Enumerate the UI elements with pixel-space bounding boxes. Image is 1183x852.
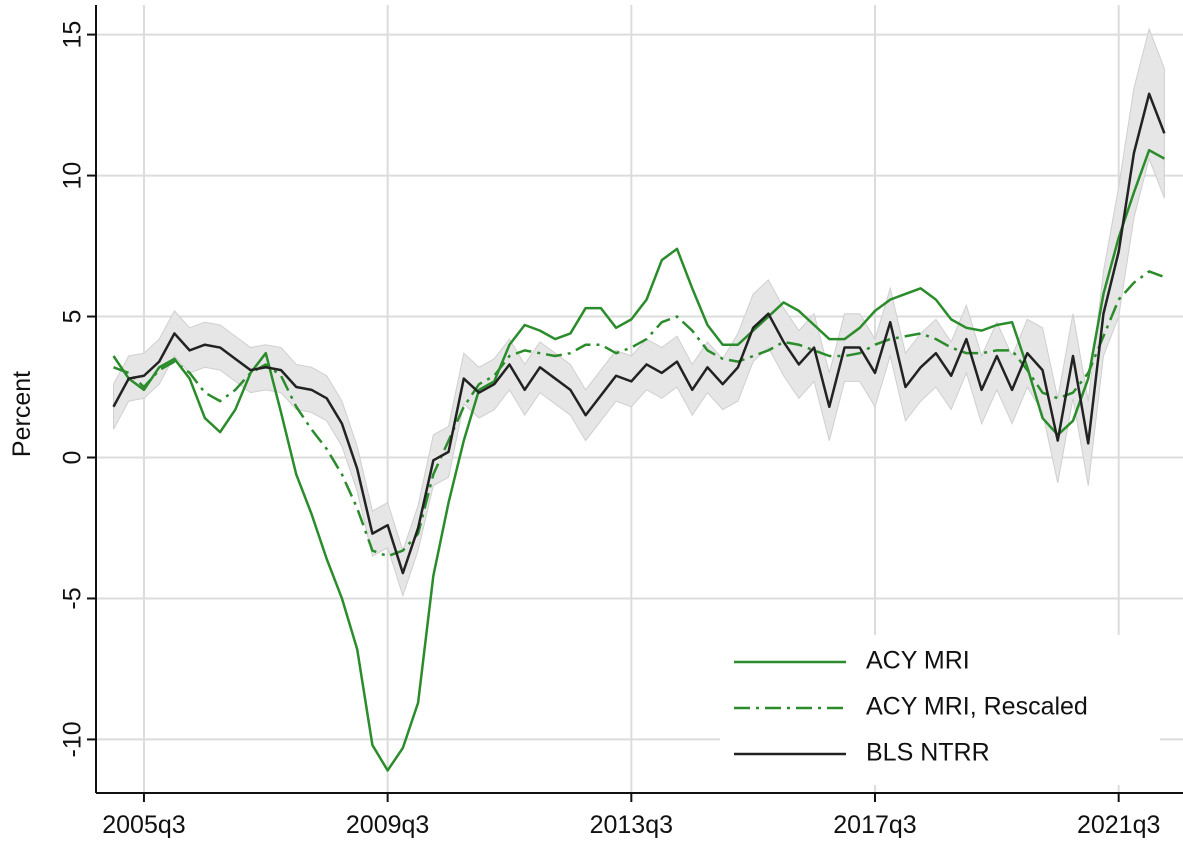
series-line: [113, 270, 1165, 558]
legend: ACY MRI ACY MRI, Rescaled BLS NTRR: [720, 635, 1160, 785]
x-tick-label: 2021q3: [1077, 811, 1160, 839]
confidence-band: [113, 27, 1165, 598]
series-line: [112, 148, 1165, 772]
x-tick-label: 2017q3: [833, 811, 916, 839]
series-line: [112, 92, 1166, 575]
y-tick-label: 15: [59, 21, 87, 49]
y-tick-label: -10: [59, 721, 87, 757]
legend-label: ACY MRI, Rescaled: [866, 693, 1088, 721]
x-tick-label: 2005q3: [102, 811, 185, 839]
y-tick-label: 5: [59, 310, 87, 324]
x-tick-label: 2013q3: [590, 811, 673, 839]
legend-label: ACY MRI: [866, 647, 970, 675]
y-tick-label: 10: [59, 162, 87, 190]
y-tick-label: -5: [59, 587, 87, 609]
y-tick-label: 0: [59, 451, 87, 465]
y-axis-label: Percent: [8, 371, 36, 457]
legend-box: [720, 635, 1160, 785]
x-tick-label: 2009q3: [346, 811, 429, 839]
legend-label: BLS NTRR: [866, 739, 990, 767]
